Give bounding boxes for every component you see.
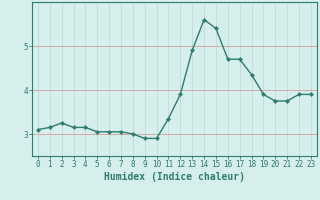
X-axis label: Humidex (Indice chaleur): Humidex (Indice chaleur): [104, 172, 245, 182]
